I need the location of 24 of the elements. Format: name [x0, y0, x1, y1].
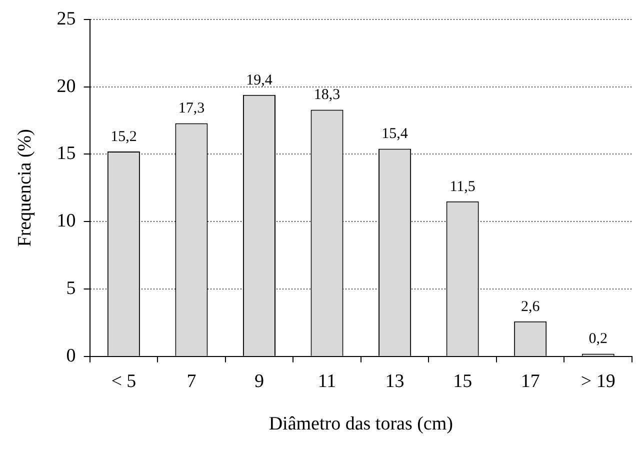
- data-label: 19,4: [246, 72, 273, 88]
- x-tick-label: 9: [254, 370, 264, 392]
- x-tick-label: 13: [385, 370, 404, 392]
- data-label: 18,3: [314, 87, 340, 104]
- x-tick-label: > 19: [580, 370, 616, 392]
- data-label: 15,4: [382, 126, 408, 142]
- x-axis-title: Diâmetro das toras (cm): [268, 414, 453, 435]
- data-label: 17,3: [178, 100, 205, 117]
- x-tick-label: 17: [520, 370, 540, 392]
- data-label: 2,6: [520, 298, 540, 315]
- x-tick-label: 15: [453, 370, 472, 392]
- x-tick-label: < 5: [111, 370, 136, 392]
- y-tick-label: 5: [66, 278, 76, 299]
- y-tick-label: 20: [56, 76, 76, 97]
- y-tick-label: 25: [56, 8, 76, 30]
- data-label: 11,5: [450, 178, 476, 195]
- x-tick-label: 7: [186, 370, 196, 392]
- x-tick-label: 11: [318, 370, 336, 392]
- y-tick-label: 0: [66, 345, 76, 366]
- data-label: 0,2: [588, 331, 608, 348]
- y-axis-title: Frequencia (%): [14, 129, 36, 247]
- y-tick-label: 15: [56, 143, 76, 164]
- data-label: 15,2: [110, 128, 137, 145]
- y-tick-label: 10: [56, 210, 76, 232]
